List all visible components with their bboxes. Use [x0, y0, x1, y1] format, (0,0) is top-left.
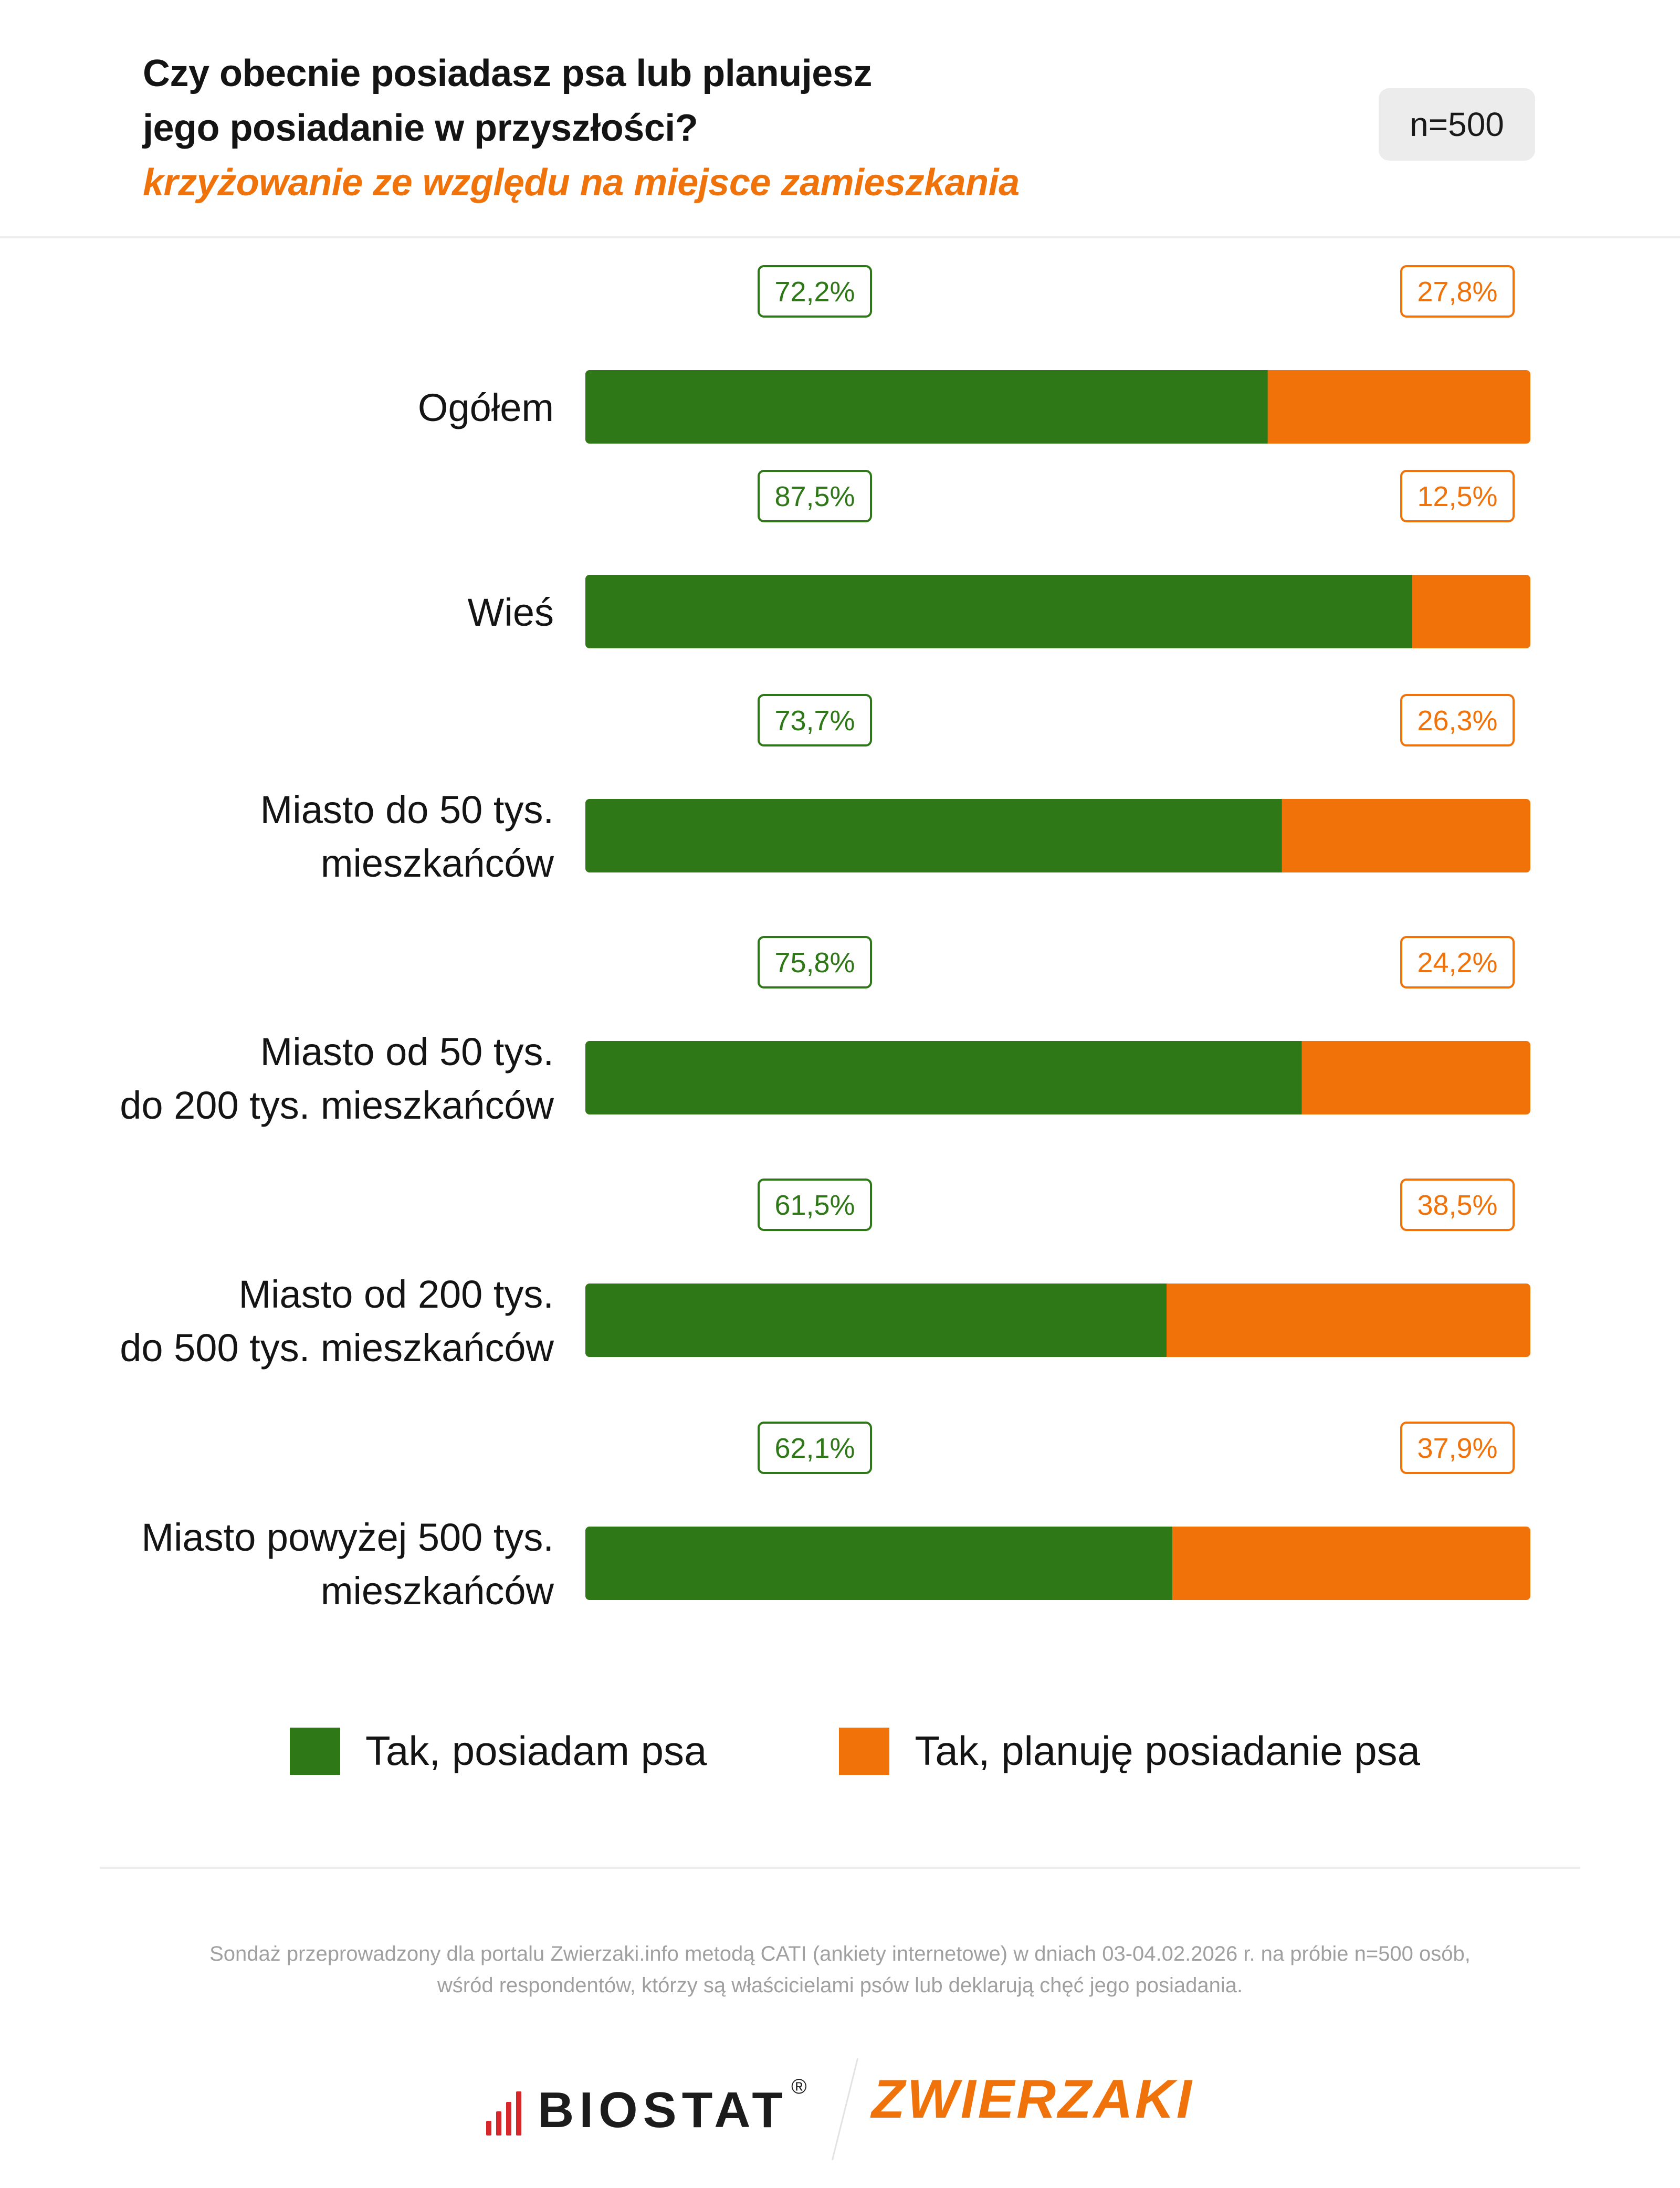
data-label-own-3-box — [758, 936, 872, 988]
data-label-plan-4-box — [1400, 1179, 1515, 1231]
legend-label-own: Tak, posiadam psa — [365, 1728, 707, 1774]
data-label-own-1: 87,5% — [774, 481, 855, 512]
bar-own-5 — [585, 1527, 1172, 1600]
bar-own-edge-1 — [1407, 575, 1412, 648]
data-label-own-0-box — [758, 265, 872, 318]
chart-legend: Tak, posiadam psa Tak, planuję posiadani… — [290, 1727, 1420, 1775]
category-label-5-0: Miasto powyżej 500 tys. — [141, 1516, 554, 1559]
data-label-plan-5-box — [1400, 1422, 1515, 1474]
zwierzaki-logo: ZWIERZAKI — [872, 2069, 1194, 2130]
data-label-plan-2-box — [1400, 694, 1515, 746]
data-label-plan-1: 12,5% — [1417, 481, 1497, 512]
chart-subtitle: krzyżowanie ze względu na miejsce zamies… — [143, 162, 1020, 204]
data-label-plan-3-box — [1400, 936, 1515, 988]
bar-own-edge-4 — [1161, 1284, 1167, 1357]
category-label-1-0: Wieś — [468, 591, 554, 634]
bar-own-edge-2 — [1276, 799, 1282, 872]
header-divider — [0, 236, 1680, 238]
category-label-3-1: do 200 tys. mieszkańców — [120, 1084, 554, 1127]
legend-item-plan: Tak, planuję posiadanie psa — [839, 1727, 1420, 1775]
footnote-line-1: Sondaż przeprowadzony dla portalu Zwierz… — [209, 1942, 1471, 1965]
data-label-plan-1-box — [1400, 470, 1515, 522]
bar-own-2 — [585, 799, 1282, 872]
stacked-bar-chart: 72,2% 27,8% Ogółem 87,5% 12,5% Wieś 73,7% 26,3%… — [120, 265, 1530, 1613]
data-label-plan-0-box — [1400, 265, 1515, 318]
legend-item-own: Tak, posiadam psa — [290, 1727, 707, 1775]
data-label-plan-2: 26,3% — [1417, 705, 1497, 737]
category-label-4-0: Miasto od 200 tys. — [238, 1272, 554, 1316]
data-label-own-4: 61,5% — [774, 1190, 855, 1221]
bar-own-4 — [585, 1284, 1167, 1357]
data-label-own-2: 73,7% — [774, 705, 855, 737]
legend-swatch-plan — [839, 1727, 890, 1775]
category-label-2-0: Miasto do 50 tys. — [260, 788, 554, 832]
data-label-own-1-box — [758, 470, 872, 522]
category-label-0-0: Ogółem — [418, 386, 554, 429]
category-label-2-1: mieszkańców — [321, 841, 554, 885]
bar-own-edge-3 — [1296, 1041, 1302, 1114]
data-label-plan-5: 37,9% — [1417, 1433, 1497, 1464]
bar-own-0 — [585, 370, 1268, 444]
legend-label-plan: Tak, planuję posiadanie psa — [915, 1728, 1421, 1774]
logos-area: BIOSTAT ® ZWIERZAKI — [0, 2047, 1680, 2173]
biostat-wordmark: BIOSTAT — [538, 2082, 789, 2138]
data-label-plan-4: 38,5% — [1417, 1190, 1497, 1221]
legend-swatch-own — [290, 1727, 340, 1775]
survey-footnote: Sondaż przeprowadzony dla portalu Zwierz… — [105, 1938, 1575, 2001]
data-label-own-5-box — [758, 1422, 872, 1474]
bar-own-edge-0 — [1262, 370, 1268, 444]
data-label-own-5: 62,1% — [774, 1433, 855, 1464]
data-label-plan-3: 24,2% — [1417, 947, 1497, 979]
footer-divider — [100, 1867, 1580, 1869]
bar-own-3 — [585, 1041, 1302, 1114]
category-label-5-1: mieszkańców — [321, 1569, 554, 1613]
category-label-3-0: Miasto od 50 tys. — [260, 1030, 554, 1074]
category-label-4-1: do 500 tys. mieszkańców — [120, 1326, 554, 1370]
footnote-line-2: wśród respondentów, którzy są właściciel… — [437, 1974, 1243, 1997]
data-label-own-3: 75,8% — [774, 947, 855, 979]
logo-divider — [831, 2058, 859, 2161]
data-label-own-4-box — [758, 1179, 872, 1231]
bar-own-1 — [585, 575, 1412, 648]
registered-mark: ® — [791, 2075, 807, 2098]
data-label-plan-0: 27,8% — [1417, 276, 1497, 308]
sample-size-badge: n=500 — [1379, 88, 1535, 161]
chart-title-line-1: Czy obecnie posiadasz psa lub planujesz — [143, 52, 872, 94]
data-label-own-0: 72,2% — [774, 276, 855, 308]
chart-title-line-2: jego posiadanie w przyszłości? — [143, 107, 698, 149]
biostat-logo: BIOSTAT ® — [486, 2073, 807, 2136]
chart-title-block: Czy obecnie posiadasz psa lub planujesz … — [143, 46, 1140, 210]
data-label-own-2-box — [758, 694, 872, 746]
bar-own-edge-5 — [1167, 1527, 1172, 1600]
bar-chart-icon — [486, 2088, 526, 2136]
